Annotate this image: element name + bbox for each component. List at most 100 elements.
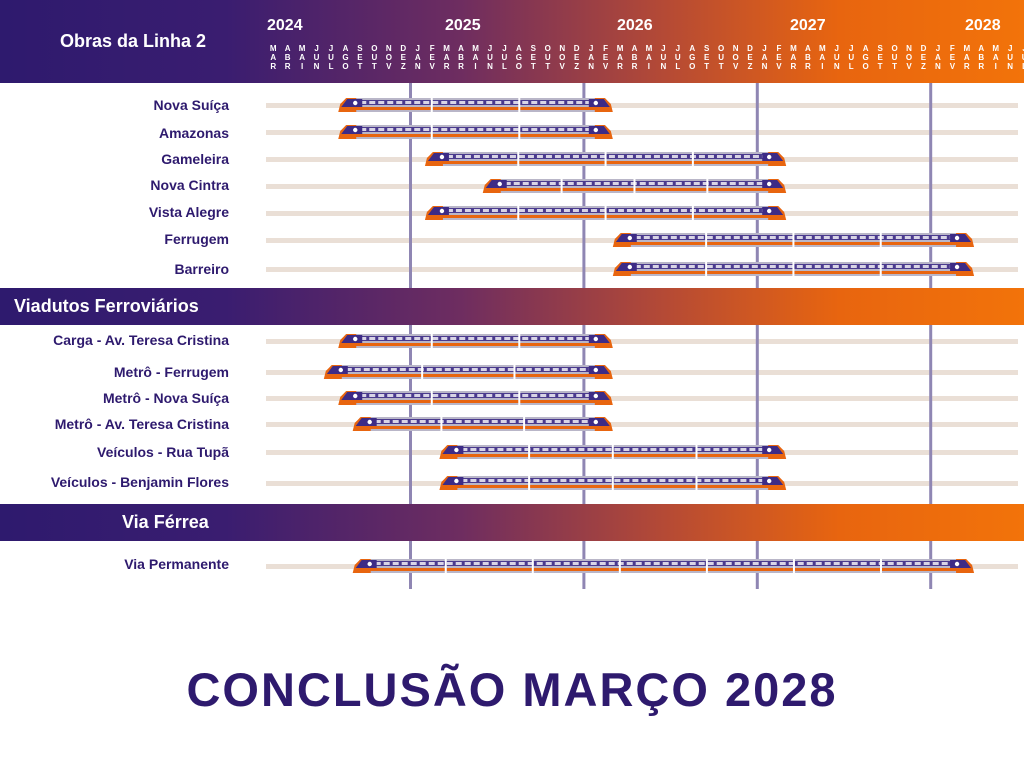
train-logo xyxy=(767,447,772,453)
train-window xyxy=(641,448,648,451)
train-window xyxy=(572,155,579,158)
train-front-window xyxy=(427,207,449,215)
train-window xyxy=(659,448,666,451)
train-window xyxy=(435,368,442,371)
train-front-window xyxy=(615,234,637,242)
train-window xyxy=(689,562,696,565)
train-window xyxy=(796,236,803,239)
train-window xyxy=(585,101,592,104)
train-window xyxy=(405,101,412,104)
train-window xyxy=(778,265,785,268)
train-window xyxy=(747,182,754,185)
task-label: Nova Cintra xyxy=(150,177,229,193)
task-label: Metrô - Av. Teresa Cristina xyxy=(54,416,229,432)
train-window xyxy=(527,155,534,158)
train-window xyxy=(787,236,794,239)
train-window xyxy=(599,155,606,158)
train-window xyxy=(563,209,570,212)
train-window xyxy=(634,236,641,239)
train-window xyxy=(482,155,489,158)
train-window xyxy=(695,479,702,482)
train-window xyxy=(455,562,462,565)
train-stripe xyxy=(358,426,607,429)
train-window xyxy=(623,479,630,482)
train-window xyxy=(378,337,385,340)
train-window xyxy=(423,337,430,340)
car-divider xyxy=(792,559,795,573)
year-gridline xyxy=(929,83,933,288)
train-window xyxy=(612,182,619,185)
year-label: 2028 xyxy=(965,17,1001,34)
train-window xyxy=(522,101,529,104)
car-divider xyxy=(705,262,708,276)
train-window xyxy=(715,236,722,239)
train-window xyxy=(540,337,547,340)
train-window xyxy=(733,265,740,268)
car-divider xyxy=(518,98,521,112)
train-window xyxy=(396,128,403,131)
train-window xyxy=(495,394,502,397)
train-window xyxy=(931,236,938,239)
train-window xyxy=(639,182,646,185)
task-label: Nova Suíça xyxy=(153,97,229,113)
train-window xyxy=(740,448,747,451)
train-window xyxy=(806,562,813,565)
car-divider xyxy=(560,179,563,193)
train-window xyxy=(477,394,484,397)
train-window xyxy=(644,209,651,212)
train-window xyxy=(486,394,493,397)
car-divider xyxy=(430,391,433,405)
train-window xyxy=(922,265,929,268)
train-window xyxy=(432,128,439,131)
train-window xyxy=(587,479,594,482)
train-window xyxy=(419,562,426,565)
train-window xyxy=(724,265,731,268)
train-window xyxy=(515,448,522,451)
train-window xyxy=(560,479,567,482)
train-window xyxy=(561,368,568,371)
train-window xyxy=(459,337,466,340)
year-gridline xyxy=(409,325,412,504)
train-logo xyxy=(353,127,358,133)
car-divider xyxy=(633,179,636,193)
train-window xyxy=(716,562,723,565)
train-rear-window xyxy=(588,392,610,400)
train-window xyxy=(567,101,574,104)
train-window xyxy=(549,101,556,104)
car-divider xyxy=(691,152,694,166)
train-window xyxy=(542,448,549,451)
train-window xyxy=(686,479,693,482)
train-window xyxy=(545,420,552,423)
train-window xyxy=(450,101,457,104)
train-window xyxy=(581,562,588,565)
train-window xyxy=(437,562,444,565)
train-window xyxy=(477,101,484,104)
train-window xyxy=(531,182,538,185)
train-window xyxy=(652,236,659,239)
section-title-viadutos: Viadutos Ferroviários xyxy=(14,296,199,316)
train-window xyxy=(410,562,417,565)
train-window xyxy=(922,236,929,239)
year-gridline xyxy=(582,325,586,504)
train-window xyxy=(540,182,547,185)
train-stripe xyxy=(344,100,607,105)
train-window xyxy=(815,562,822,565)
train-window xyxy=(428,562,435,565)
train-front-window xyxy=(427,153,449,161)
train-window xyxy=(497,479,504,482)
train-window xyxy=(506,479,513,482)
train-window xyxy=(668,448,675,451)
train-window xyxy=(896,562,903,565)
train-window xyxy=(513,394,520,397)
train-window xyxy=(540,394,547,397)
train-window xyxy=(760,265,767,268)
train-window xyxy=(552,368,559,371)
train-window xyxy=(716,155,723,158)
car-divider xyxy=(695,476,698,490)
train-window xyxy=(441,101,448,104)
